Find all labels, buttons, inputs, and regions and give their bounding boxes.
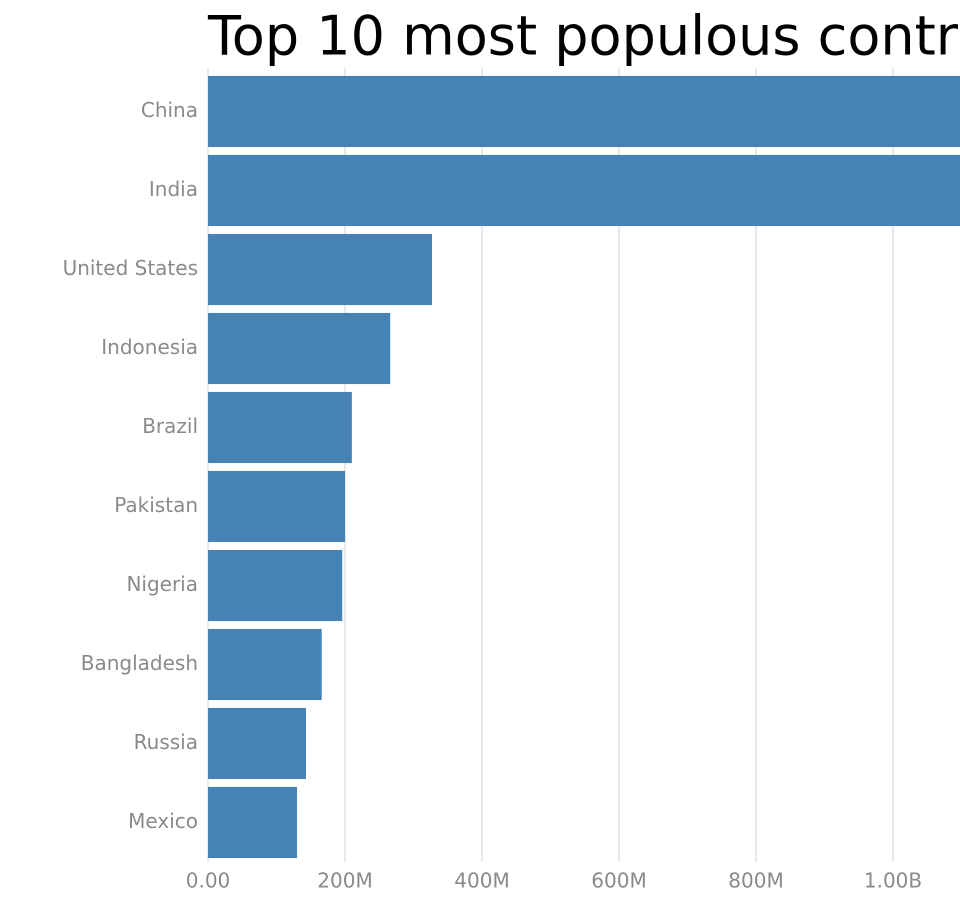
y-tick-label: Indonesia xyxy=(101,335,198,359)
bar xyxy=(208,312,391,385)
bar xyxy=(208,391,352,464)
y-tick-label: United States xyxy=(63,256,198,280)
bar xyxy=(208,549,343,622)
y-tick-label: Brazil xyxy=(142,414,198,438)
bar xyxy=(208,628,322,701)
bar xyxy=(208,75,960,148)
bar xyxy=(208,470,345,543)
y-tick-label: India xyxy=(149,177,198,201)
bar xyxy=(208,233,432,306)
x-tick-label: 1.00B xyxy=(864,869,922,893)
bars xyxy=(208,75,960,859)
y-tick-label: Pakistan xyxy=(114,493,198,517)
y-tick-label: Mexico xyxy=(128,809,198,833)
x-tick-label: 600M xyxy=(591,869,646,893)
x-tick-label: 800M xyxy=(728,869,783,893)
x-tick-label: 200M xyxy=(317,869,372,893)
y-tick-label: China xyxy=(141,98,198,122)
y-tick-label: Nigeria xyxy=(126,572,198,596)
bar xyxy=(208,154,960,227)
chart-title: Top 10 most populous contri xyxy=(207,5,960,68)
x-tick-label: 400M xyxy=(454,869,509,893)
y-tick-label: Bangladesh xyxy=(81,651,198,675)
bar xyxy=(208,786,298,859)
y-tick-label: Russia xyxy=(134,730,198,754)
bar xyxy=(208,707,306,780)
labels: 0.00 200M 400M 600M 800M 1.00B China India Unite… xyxy=(63,98,923,893)
x-tick-label: 0.00 xyxy=(186,869,231,893)
